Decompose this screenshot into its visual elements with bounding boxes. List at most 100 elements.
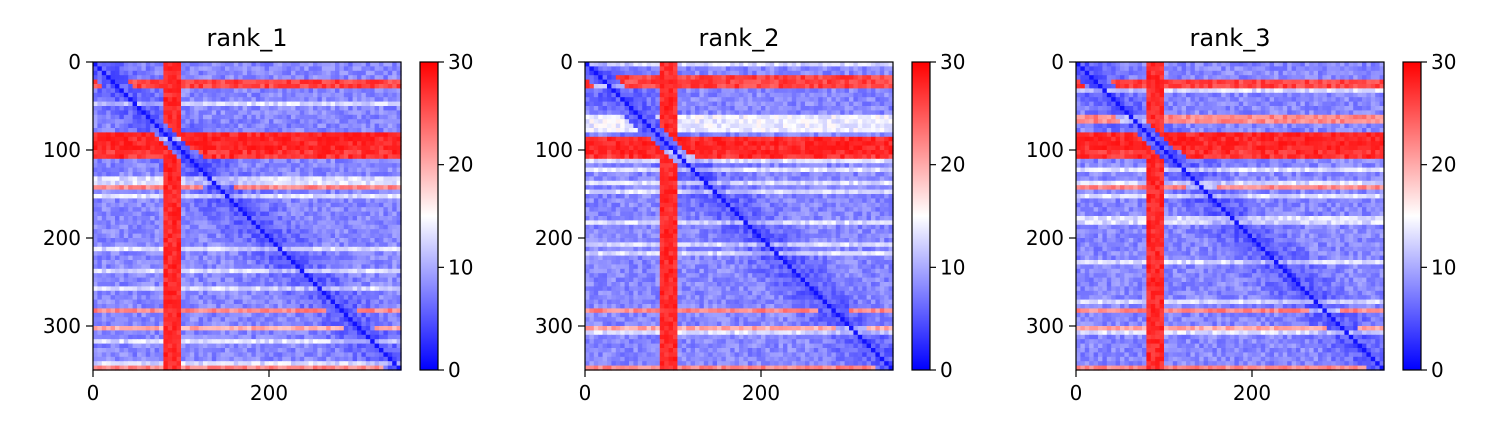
heatmap-cell [115,326,120,331]
heatmap-cell [150,242,156,248]
heatmap-cell [132,136,138,142]
heatmap-cell [343,88,349,94]
heatmap-cell [348,141,354,147]
heatmap-cell [132,110,138,116]
heatmap-cell [93,97,98,103]
heatmap-cell [216,75,222,81]
heatmap-cell [313,238,318,243]
heatmap-cell [383,176,389,182]
heatmap-cell [220,141,226,147]
heatmap-cell [247,339,252,345]
heatmap-cell [255,290,261,296]
heatmap-cell [269,343,274,349]
heatmap-cell [304,334,310,340]
heatmap-cell [273,88,279,94]
heatmap-cell [101,154,107,160]
heatmap-cell [295,70,301,76]
heatmap-cell [387,317,393,323]
heatmap-cell [321,308,327,314]
heatmap-cell [260,202,266,208]
heatmap-cell [374,136,380,142]
heatmap-cell [150,128,156,133]
heatmap-cell [251,62,257,67]
heatmap-cell [229,189,235,195]
heatmap-cell [273,150,279,155]
heatmap-cell [115,343,120,349]
heatmap-cell [335,106,340,111]
heatmap-cell [172,334,178,340]
heatmap-cell [251,145,257,151]
heatmap-cell [365,251,371,257]
heatmap-cell [269,277,274,283]
heatmap-cell [335,229,340,235]
heatmap-cell [387,264,393,270]
heatmap-cell [291,141,296,147]
heatmap-cell [141,229,147,235]
heatmap-cell [291,268,296,274]
heatmap-cell [343,216,349,221]
heatmap-cell [365,273,371,279]
heatmap-cell [242,163,248,169]
heatmap-cell [238,233,244,239]
heatmap-cell [247,207,252,213]
heatmap-cell [141,255,147,261]
heatmap-cell [207,136,213,142]
heatmap-cell [383,106,389,111]
heatmap-cell [185,211,191,217]
heatmap-cell [304,251,310,257]
heatmap-cell [167,216,173,221]
heatmap-cell [225,220,230,226]
heatmap-cell [150,299,156,305]
heatmap-cell [690,62,696,67]
heatmap-cell [137,295,142,301]
heatmap-cell [137,158,142,164]
heatmap-cell [145,220,151,226]
heatmap-cell [141,312,147,318]
heatmap-cell [185,356,191,362]
heatmap-cell [370,132,376,138]
heatmap-cell [299,176,305,182]
heatmap-cell [282,326,288,331]
heatmap-cell [247,84,252,89]
heatmap-cell [383,97,389,103]
heatmap-cell [238,136,244,142]
heatmap-cell [396,220,402,226]
heatmap-cell [321,220,327,226]
heatmap-cell [304,242,310,248]
heatmap-cell [216,317,222,323]
heatmap-cell [291,255,296,261]
heatmap-cell [132,167,138,173]
heatmap-cell [211,132,217,138]
heatmap-cell [163,154,169,160]
heatmap-cell [123,167,129,173]
heatmap-cell [317,304,323,309]
heatmap-cell [154,145,160,151]
heatmap-cell [198,356,204,362]
heatmap-cell [203,304,208,309]
heatmap-cell [304,295,310,301]
heatmap-cell [282,216,288,221]
heatmap-cell [871,62,876,67]
heatmap-cell [321,92,327,98]
heatmap-cell [330,194,336,199]
heatmap-cell [295,330,301,336]
heatmap-cell [343,361,349,367]
heatmap-cell [317,185,323,191]
heatmap-cell [343,202,349,208]
heatmap-cell [352,286,358,292]
heatmap-cell [119,365,125,371]
heatmap-cell [141,317,147,323]
heatmap-cell [317,229,323,235]
heatmap-cell [286,75,292,81]
heatmap-cell [282,154,288,160]
heatmap-cell [251,312,257,318]
heatmap-cell [106,185,112,191]
heatmap-cell [154,348,160,353]
heatmap-cell [207,106,213,111]
heatmap-cell [264,334,270,340]
heatmap-cell [167,246,173,252]
heatmap-cell [277,242,283,248]
heatmap-cell [225,75,230,81]
heatmap-cell [291,229,296,235]
heatmap-cell [185,194,191,199]
